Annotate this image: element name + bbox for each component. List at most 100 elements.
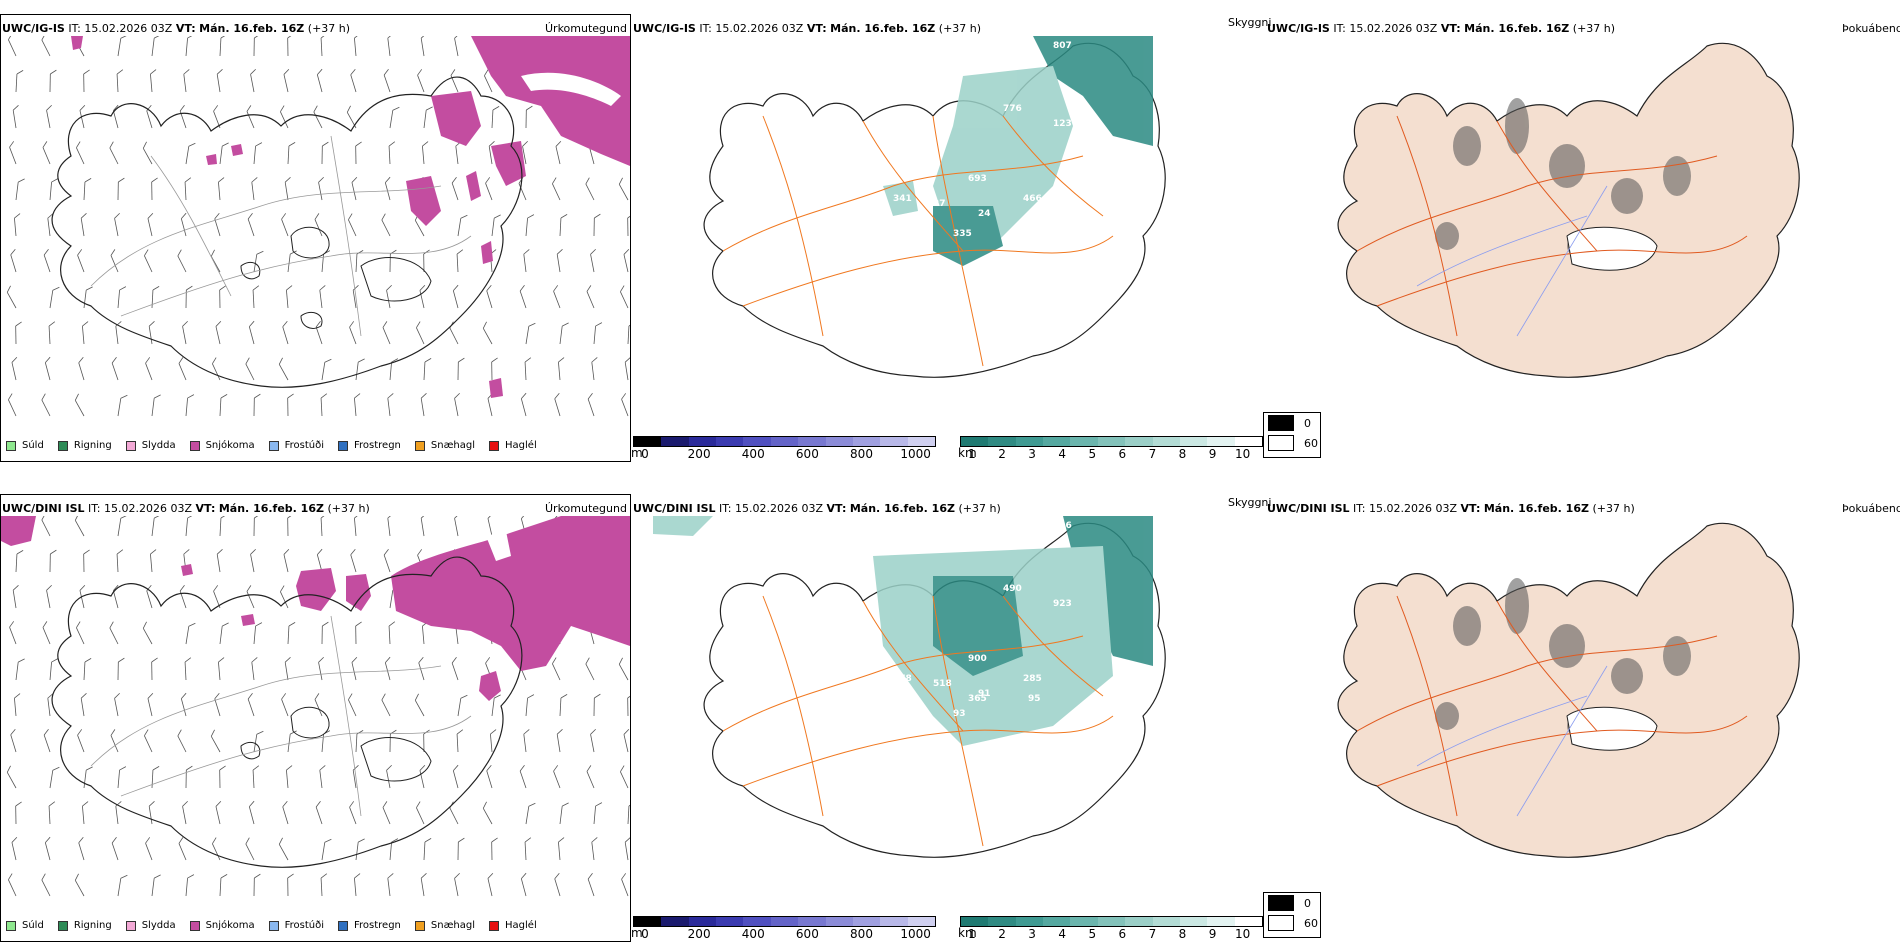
wind-barb	[287, 393, 294, 417]
rivers	[1416, 185, 1608, 337]
wind-barb	[145, 837, 153, 861]
wind-barb	[80, 693, 87, 717]
height-label: 93	[953, 709, 966, 719]
wind-barbs	[6, 36, 630, 417]
colorbar-tick: 8	[1178, 447, 1187, 461]
wind-barb	[388, 141, 396, 165]
wind-barb	[151, 874, 161, 897]
wind-barb	[624, 837, 630, 861]
wind-barb	[251, 657, 258, 681]
wind-barb	[457, 357, 465, 381]
wind-barb	[83, 178, 92, 201]
wind-barb	[627, 213, 630, 237]
wind-barb	[184, 657, 192, 681]
wind-barb	[586, 285, 595, 309]
legend-item: Frostúði	[268, 440, 324, 451]
wind-barb	[315, 801, 323, 825]
wind-barb	[321, 730, 331, 753]
vt-value: Mán. 16.feb. 16Z	[218, 502, 324, 515]
wind-barb	[456, 729, 464, 753]
wind-barb	[487, 872, 494, 897]
colorbar-tick: 800	[850, 927, 873, 941]
wind-barb	[151, 516, 161, 537]
height-label: 285	[1023, 674, 1042, 684]
wind-barb	[83, 549, 90, 573]
wind-barb	[416, 801, 425, 825]
wind-barb	[558, 837, 565, 861]
wind-barb	[144, 249, 153, 273]
legend-item: Súld	[6, 440, 44, 451]
wind-barb	[214, 692, 221, 717]
wind-barb	[218, 657, 225, 681]
iceland-outline	[1337, 522, 1800, 858]
wind-barb	[454, 872, 460, 897]
lead-time: (+37 h)	[327, 502, 370, 515]
wind-barb	[354, 516, 361, 537]
wind-barb	[314, 693, 323, 717]
wind-barb	[151, 286, 160, 309]
height-label: 693	[968, 174, 987, 184]
wind-barb	[593, 802, 603, 825]
wind-barb	[82, 801, 89, 825]
wind-barb	[287, 516, 294, 537]
wind-barb	[321, 141, 329, 165]
wind-barb	[185, 874, 195, 897]
colorbar-tick: 9	[1208, 447, 1217, 461]
wind-barb	[9, 621, 17, 645]
wind-barb	[350, 548, 357, 573]
wind-barb	[519, 765, 527, 789]
height-label: 490	[1003, 584, 1022, 594]
vt-label: VT:	[1440, 22, 1461, 35]
wind-barb	[352, 285, 359, 309]
wind-barb	[151, 766, 160, 789]
wind-barb	[593, 213, 601, 237]
wind-barb	[112, 584, 119, 609]
wind-barb	[145, 357, 153, 381]
wind-barb	[449, 801, 459, 825]
wind-barb	[491, 357, 498, 381]
wind-barb	[585, 657, 595, 681]
legend-label: Rigning	[73, 440, 112, 451]
height-label: 807	[1053, 41, 1072, 51]
colorbar-unit: km	[958, 446, 977, 460]
colorbar-unit: m	[631, 446, 643, 460]
wind-barb	[49, 286, 60, 309]
wind-barb	[115, 801, 122, 825]
wind-barb	[49, 549, 57, 573]
legend-swatch	[125, 920, 136, 931]
colorbar-tick: 600	[795, 447, 819, 461]
wind-barb	[315, 321, 323, 345]
wind-barb	[627, 322, 630, 345]
wind-barb	[350, 68, 357, 93]
height-label: 923	[1053, 599, 1072, 609]
wind-barb	[49, 178, 59, 201]
wind-barb	[15, 321, 22, 345]
glacier	[1566, 706, 1658, 751]
it-label: IT:	[699, 22, 712, 35]
vt-label: VT:	[175, 22, 196, 35]
wind-barb	[76, 141, 85, 165]
fog-legend-max: 60	[1304, 436, 1318, 450]
wind-barb	[6, 285, 17, 309]
wind-barb	[388, 621, 396, 645]
wind-barb	[78, 356, 85, 381]
wind-barb	[10, 728, 17, 753]
vt-label: VT:	[195, 502, 216, 515]
legend-item: Slydda	[125, 920, 176, 931]
wind-barb	[246, 105, 255, 129]
wind-barb	[354, 36, 361, 57]
glacier	[1566, 226, 1658, 271]
wind-barb	[351, 656, 358, 681]
wind-barb	[253, 393, 261, 417]
wind-barb	[525, 802, 536, 825]
wind-barb	[210, 249, 221, 273]
wind-barb	[79, 104, 86, 129]
wind-barb	[558, 357, 565, 381]
legend-swatch	[6, 440, 16, 451]
wind-barb	[245, 357, 255, 381]
wind-barb	[117, 874, 128, 897]
wind-barb	[282, 320, 289, 345]
wind-barb	[321, 250, 331, 273]
wind-barb	[185, 765, 193, 789]
wind-barb	[117, 516, 128, 537]
